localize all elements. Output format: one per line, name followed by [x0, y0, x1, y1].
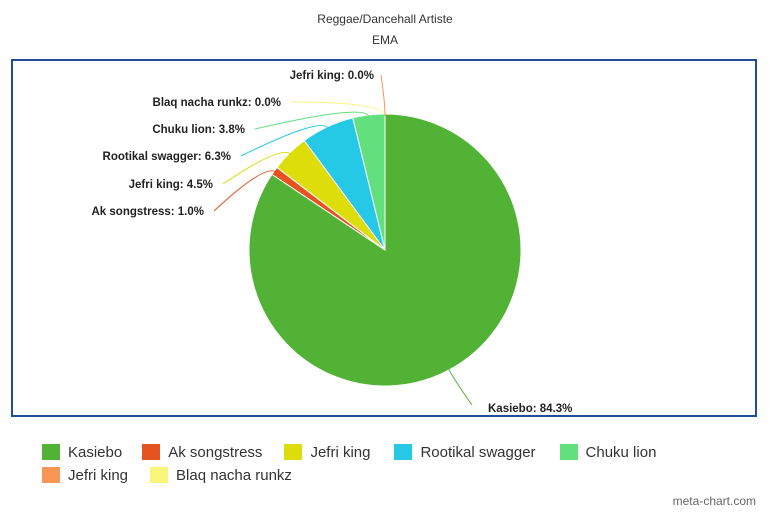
legend-item-rootikal-swagger[interactable]: Rootikal swagger	[394, 443, 536, 461]
legend-item-jefri-king[interactable]: Jefri king	[284, 444, 370, 461]
legend-label: Blaq nacha runkz	[176, 466, 292, 484]
legend-item-chuku-lion[interactable]: Chuku lion	[559, 443, 657, 461]
connector-blaq-nacha-runkz	[290, 101, 386, 117]
legend-item-blaq-nacha-runkz[interactable]: Blaq nacha runkz	[150, 467, 292, 484]
legend-swatch	[559, 444, 578, 460]
connector-rootikal-swagger	[240, 125, 329, 157]
legend-label: Jefri king	[310, 443, 371, 461]
data-label-jefri-king: Jefri king: 0.0%	[290, 70, 374, 82]
legend-item-jefri-king[interactable]: Jefri king	[42, 467, 128, 484]
legend-swatch	[142, 444, 161, 460]
connector-jefri-king	[380, 74, 386, 117]
data-label-jefri-king: Jefri king: 4.5%	[129, 179, 213, 191]
data-label-kasiebo: Kasiebo: 84.3%	[488, 403, 572, 415]
legend-swatch	[284, 444, 303, 460]
legend-swatch	[42, 444, 60, 460]
legend-label: Rootikal swagger	[420, 443, 536, 461]
chart-title: Reggae/Dancehall Artiste	[317, 12, 453, 26]
credit-text: meta-chart.com	[672, 494, 756, 508]
legend-item-ak-songstress[interactable]: Ak songstress	[142, 444, 262, 461]
connector-chuku-lion	[254, 111, 370, 130]
chart-subtitle: EMA	[371, 33, 398, 47]
legend-label: Ak songstress	[168, 443, 263, 461]
legend-label: Jefri king	[68, 466, 129, 484]
data-label-rootikal-swagger: Rootikal swagger: 6.3%	[103, 151, 231, 163]
legend-item-kasiebo[interactable]: Kasiebo	[42, 444, 122, 461]
data-label-ak-songstress: Ak songstress: 1.0%	[92, 206, 205, 218]
legend: Kasiebo Ak songstress Jefri king Rootikal s…	[42, 441, 762, 486]
connector-kasiebo	[447, 367, 473, 406]
legend-label: Kasiebo	[68, 443, 123, 461]
legend-swatch	[150, 467, 169, 483]
legend-label: Chuku lion	[585, 443, 657, 461]
data-label-chuku-lion: Chuku lion: 3.8%	[152, 124, 245, 136]
connector-ak-songstress	[213, 170, 277, 212]
data-label-blaq-nacha-runkz: Blaq nacha runkz: 0.0%	[153, 97, 281, 109]
legend-swatch	[394, 444, 413, 460]
plot-frame	[11, 59, 757, 417]
legend-swatch	[42, 467, 60, 483]
connector-jefri-king	[222, 151, 292, 185]
